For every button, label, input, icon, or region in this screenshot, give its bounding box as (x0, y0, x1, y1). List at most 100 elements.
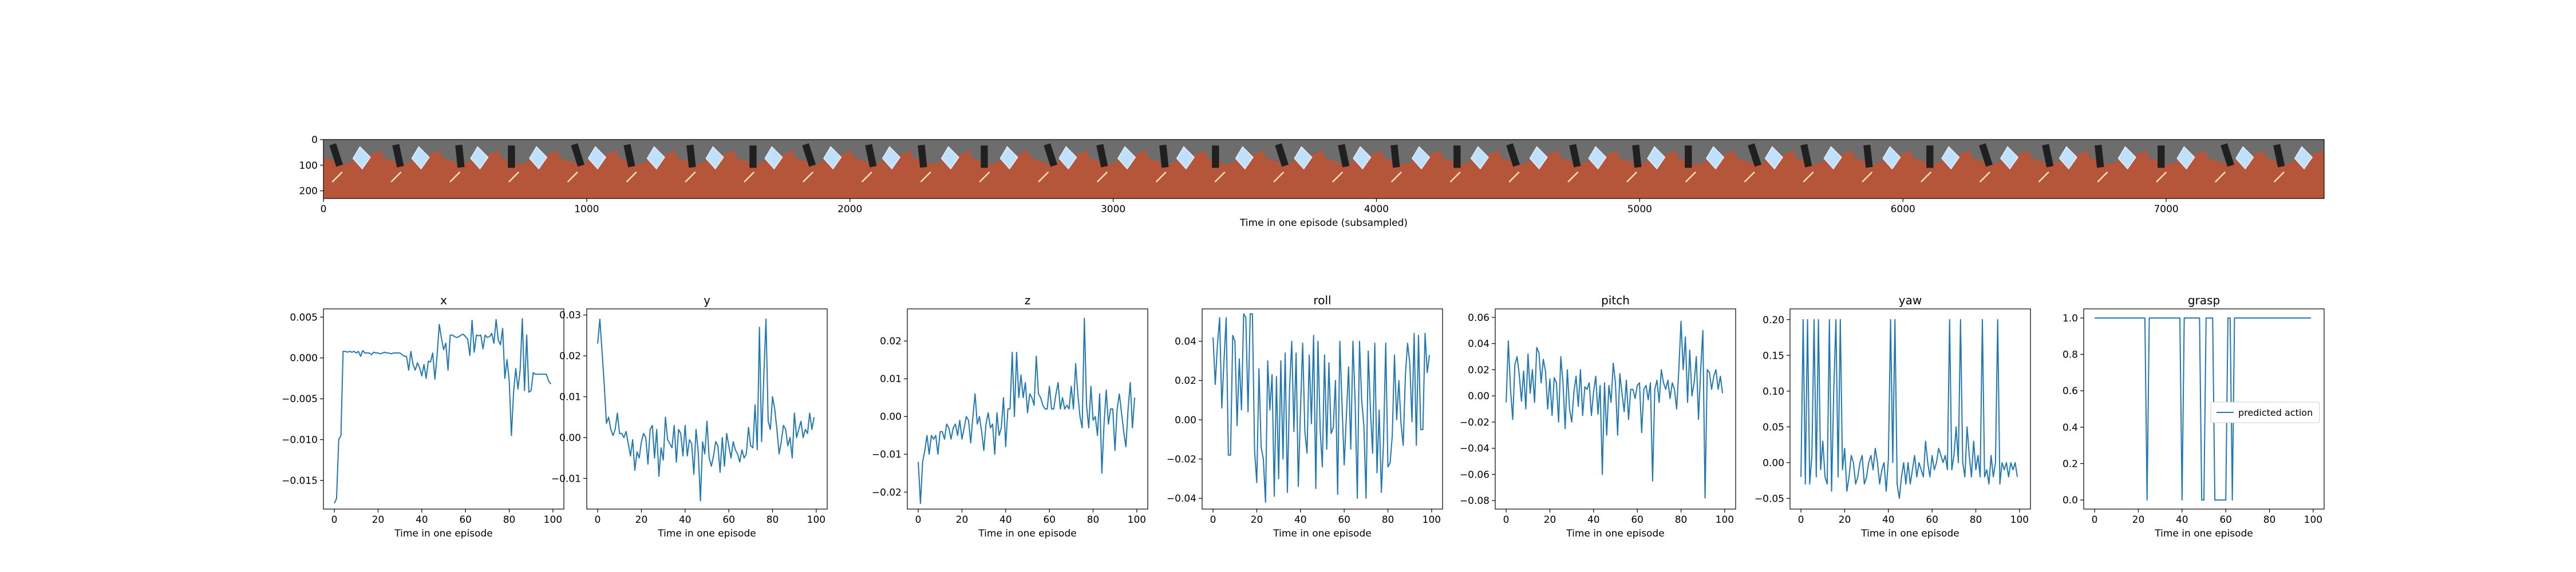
x-tick-label: 0 (331, 514, 338, 526)
frame-light (2038, 171, 2049, 183)
frame-light (2156, 171, 2167, 183)
filmstrip-x-axis-label: Time in one episode (subsampled) (1239, 217, 1408, 229)
frame-object (352, 146, 371, 170)
frame-object (1176, 146, 1195, 170)
frame-light (744, 171, 755, 183)
filmstrip-frame (1029, 140, 1089, 198)
frame-object (1941, 146, 1960, 170)
x-axis-label: Time in one episode (1860, 528, 1959, 539)
chart-y: y 0 20 40 60 80 100 0.03 0.02 0.01 0.00 −0.01 Time i… (551, 293, 828, 539)
x-axis-label: Time in one episode (1566, 528, 1664, 539)
frame-object (1412, 146, 1431, 170)
frame-gripper (2158, 145, 2165, 168)
frame-object (1235, 146, 1254, 170)
frame-object (587, 146, 607, 170)
x-tick-label: 80 (503, 514, 516, 526)
filmstrip-x-tick-label: 0 (321, 204, 327, 215)
frame-object (2000, 146, 2019, 170)
y-tick-label: 0.00 (880, 411, 902, 423)
frame-light (449, 171, 461, 183)
frame-gripper (329, 143, 343, 167)
filmstrip-frame (1323, 140, 1383, 198)
chart-title: x (440, 293, 447, 307)
frame-light (1685, 171, 1697, 183)
frame-gripper (1748, 143, 1761, 167)
frame-light (331, 171, 343, 183)
frame-object (764, 146, 783, 170)
frame-light (1626, 171, 1638, 183)
frame-object (1353, 146, 1372, 170)
chart-axes-frame (907, 308, 1148, 510)
filmstrip-frames (323, 140, 2325, 198)
frame-light (861, 171, 872, 183)
chart-roll: roll 0 20 40 60 80 100 0.04 0.02 0.00 −0.02 −0.04 Ti… (1167, 293, 1443, 539)
x-tick-label: 60 (1631, 514, 1643, 526)
x-tick-label: 60 (1926, 514, 1938, 526)
frame-object (646, 146, 665, 170)
y-tick-label: 0.15 (1763, 350, 1784, 362)
filmstrip-frame (735, 140, 795, 198)
x-tick-label: 0 (595, 514, 601, 526)
frame-light (1862, 171, 1873, 183)
frame-light (626, 171, 637, 183)
x-tick-label: 40 (2176, 514, 2188, 526)
filmstrip-frame (617, 140, 677, 198)
filmstrip-x-tick-label: 4000 (1364, 204, 1389, 215)
x-tick-label: 20 (1544, 514, 1556, 526)
filmstrip-frame (853, 140, 912, 198)
frame-object (529, 146, 548, 170)
frame-gripper (1685, 145, 1692, 168)
chart-title: grasp (2188, 293, 2220, 307)
frame-gripper (981, 145, 988, 168)
y-tick-label: 0.00 (559, 432, 581, 444)
x-tick-label: 80 (2263, 514, 2276, 526)
frame-light (1390, 171, 1402, 183)
frame-light (979, 171, 990, 183)
x-tick-label: 100 (544, 514, 562, 526)
y-tick-label: 0.00 (1468, 391, 1490, 402)
filmstrip-frame (676, 140, 736, 198)
filmstrip-frame (1265, 140, 1324, 198)
filmstrip-x-tick-label: 1000 (574, 204, 599, 215)
filmstrip-y-ticks: 0 100 200 (299, 134, 323, 197)
filmstrip-frame (1794, 140, 1854, 198)
frame-gripper (686, 145, 696, 168)
filmstrip-frame (1441, 140, 1501, 198)
y-tick-label: −0.015 (282, 475, 318, 487)
chart-z: z 0 20 40 60 80 100 0.02 0.01 0.00 −0.01 −0.02 Time … (872, 293, 1148, 539)
filmstrip-x-tick-label: 6000 (1891, 204, 1915, 215)
chart-pitch: pitch 0 20 40 60 80 100 0.06 0.04 0.02 0.00 −0.02 −0… (1460, 293, 1736, 539)
x-tick-label: 100 (2304, 514, 2322, 526)
x-tick-label: 40 (999, 514, 1012, 526)
frame-gripper (623, 144, 635, 168)
filmstrip-x-ticks: 0 1000 2000 3000 4000 5000 6000 7000 (321, 198, 2179, 215)
y-tick-label: −0.06 (1460, 469, 1490, 480)
frame-gripper (1506, 143, 1520, 167)
frame-light (1214, 171, 1226, 183)
y-tick-label: 0.20 (1763, 315, 1784, 326)
frame-wall (1206, 140, 1265, 165)
x-tick-label: 60 (2219, 514, 2232, 526)
frame-object (1647, 146, 1666, 170)
x-tick-label: 80 (1675, 514, 1688, 526)
frame-gripper (918, 145, 927, 168)
frame-gripper (1863, 145, 1873, 168)
frame-light (567, 171, 578, 183)
frame-gripper (1632, 145, 1642, 168)
frame-gripper (1159, 145, 1169, 168)
chart-title: pitch (1601, 293, 1630, 307)
x-axis-label: Time in one episode (1273, 528, 1371, 539)
y-tick-label: 0.00 (1175, 415, 1196, 426)
frame-object (823, 146, 842, 170)
frame-object (2294, 146, 2313, 170)
frame-light (1744, 171, 1755, 183)
filmstrip-panel: 0 1000 2000 3000 4000 5000 6000 7000 0 100 200 Ti… (299, 134, 2325, 229)
x-tick-label: 60 (1338, 514, 1350, 526)
frame-light (802, 171, 814, 183)
y-tick-label: 0.02 (559, 351, 581, 362)
x-tick-label: 100 (1716, 514, 1734, 526)
filmstrip-x-tick-label: 5000 (1627, 204, 1652, 215)
frame-object (1588, 146, 1607, 170)
filmstrip-frame (2088, 140, 2148, 198)
frame-gripper (1926, 145, 1934, 168)
